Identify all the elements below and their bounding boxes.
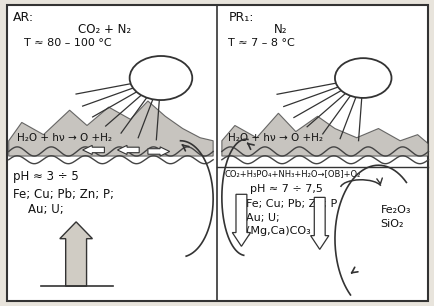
Text: Fe; Cu; Pb; Zn; P: Fe; Cu; Pb; Zn; P (245, 199, 336, 209)
Text: CO₂+H₃PO₄+NH₃+H₂O→[OB]+O₂: CO₂+H₃PO₄+NH₃+H₂O→[OB]+O₂ (224, 169, 360, 178)
Text: CO₂ + N₂: CO₂ + N₂ (78, 23, 131, 36)
FancyArrow shape (148, 147, 169, 156)
FancyArrow shape (82, 145, 104, 155)
Circle shape (334, 58, 391, 98)
Circle shape (129, 56, 192, 100)
FancyArrow shape (232, 194, 250, 246)
Text: T ≈ 7 – 8 °C: T ≈ 7 – 8 °C (228, 38, 294, 48)
Text: H₂O + hν → O +H₂: H₂O + hν → O +H₂ (228, 133, 322, 143)
Text: pH ≈ 7 ÷ 7,5: pH ≈ 7 ÷ 7,5 (250, 184, 322, 194)
Text: N₂: N₂ (273, 23, 287, 36)
Polygon shape (221, 113, 427, 156)
Text: (Mg,Ca)CO₃: (Mg,Ca)CO₃ (245, 226, 310, 237)
Text: AR:: AR: (13, 11, 34, 24)
FancyBboxPatch shape (7, 5, 427, 301)
Text: H₂O + hν → O +H₂: H₂O + hν → O +H₂ (17, 133, 112, 143)
Text: Fe₂O₃: Fe₂O₃ (380, 205, 410, 215)
Text: Au; U;: Au; U; (245, 213, 279, 223)
Text: Au; U;: Au; U; (13, 203, 64, 216)
FancyArrow shape (117, 145, 139, 155)
Polygon shape (9, 101, 213, 156)
Text: SiO₂: SiO₂ (380, 219, 403, 229)
FancyArrow shape (59, 222, 92, 286)
Text: PR₁:: PR₁: (228, 11, 253, 24)
Text: Fe; Cu; Pb; Zn; P;: Fe; Cu; Pb; Zn; P; (13, 188, 114, 201)
FancyArrow shape (310, 197, 328, 249)
Text: T ≈ 80 – 100 °C: T ≈ 80 – 100 °C (24, 38, 111, 48)
Text: pH ≈ 3 ÷ 5: pH ≈ 3 ÷ 5 (13, 170, 79, 183)
